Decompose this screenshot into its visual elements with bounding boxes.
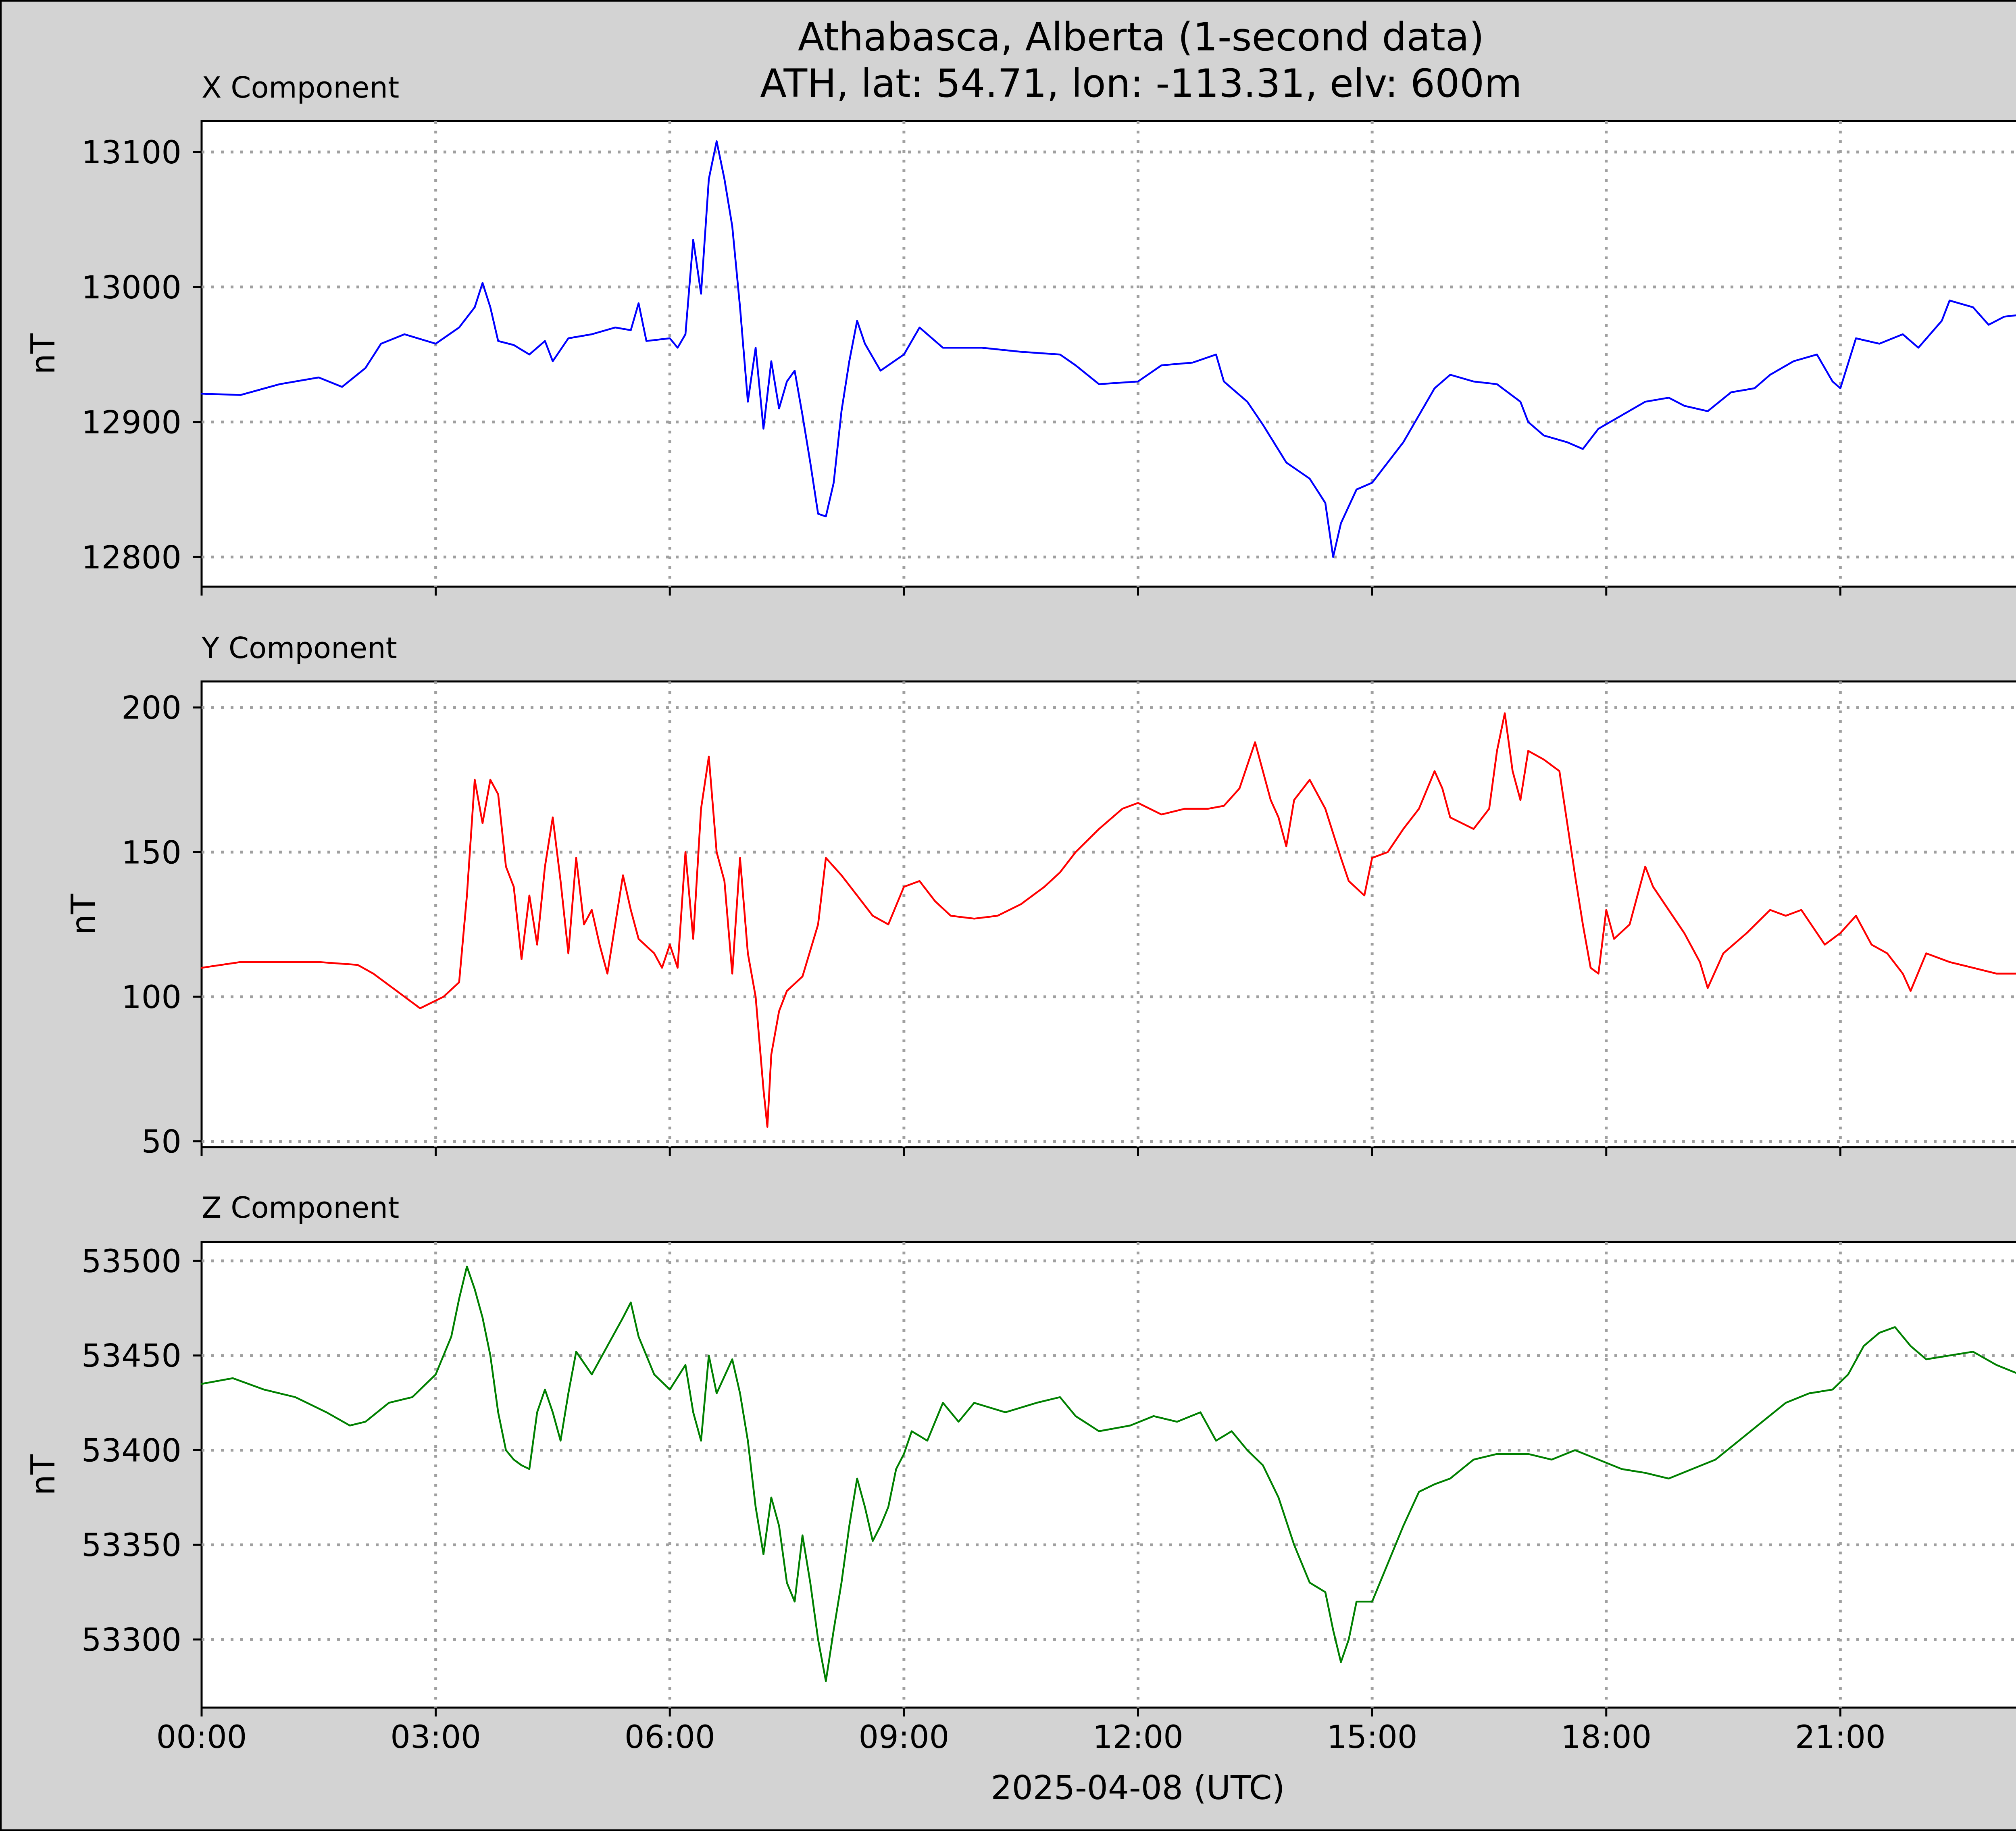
- y-axis-label: nT: [24, 333, 62, 375]
- x-axis-label: 2025-04-08 (UTC): [991, 1769, 1285, 1807]
- plot-area: [200, 1241, 2016, 1709]
- x-tick-label: 12:00: [1093, 1719, 1183, 1756]
- y-axis: 53300 53350 53400 53450 53500: [81, 1244, 202, 1658]
- chart-subtitle: ATH, lat: 54.71, lon: -113.31, elv: 600m: [760, 61, 1522, 106]
- panel-z-component: Z Component 53300 53350 53400 53450 53500 00…: [24, 1191, 2016, 1756]
- y-tick-label: 53500: [81, 1244, 181, 1280]
- panel-y-component: Y Component 50 100 150 200 nT: [65, 631, 2016, 1160]
- gridlines: [202, 1242, 2016, 1708]
- x-tick-label: 06:00: [625, 1719, 715, 1756]
- x-tick-label: 21:00: [1795, 1719, 1886, 1756]
- panel-title: X Component: [202, 71, 399, 104]
- gridlines: [202, 121, 2016, 587]
- series-line-x-component: [200, 140, 2016, 558]
- panel-title: Z Component: [202, 1191, 399, 1225]
- plot-area: [200, 680, 2016, 1148]
- y-tick-label: 12900: [81, 405, 181, 441]
- x-axis: 00:00 03:00 06:00 09:00 12:00 15:00 18:00 21:00: [156, 1708, 1886, 1756]
- y-tick-label: 150: [121, 835, 181, 871]
- plot-area: [200, 120, 2016, 588]
- panel-x-component: X Component 12800 12900 13000 13100 nT: [24, 71, 2016, 596]
- y-axis-label: nT: [24, 1454, 62, 1496]
- x-tick-label: 00:00: [156, 1719, 247, 1756]
- series-line-y-component: [200, 712, 2016, 1128]
- y-tick-label: 53400: [81, 1433, 181, 1469]
- gridlines: [202, 681, 2016, 1147]
- x-tick-label: 09:00: [858, 1719, 949, 1756]
- x-tick-label: 03:00: [390, 1719, 481, 1756]
- y-tick-label: 200: [121, 690, 181, 727]
- y-tick-label: 50: [142, 1124, 181, 1160]
- x-axis: [200, 587, 1841, 596]
- y-tick-label: 53350: [81, 1527, 181, 1564]
- y-axis: 12800 12900 13000 13100: [81, 135, 202, 576]
- chart-title: Athabasca, Alberta (1-second data): [798, 15, 1484, 60]
- y-tick-label: 13000: [81, 270, 181, 306]
- x-tick-label: 15:00: [1327, 1719, 1418, 1756]
- series-line-z-component: [200, 1265, 2016, 1682]
- y-tick-label: 53450: [81, 1338, 181, 1375]
- x-tick-label: 18:00: [1561, 1719, 1652, 1756]
- y-tick-label: 100: [121, 979, 181, 1016]
- y-axis-label: nT: [65, 894, 103, 935]
- y-tick-label: 12800: [81, 540, 181, 576]
- y-tick-label: 53300: [81, 1622, 181, 1658]
- x-axis: [200, 1147, 1841, 1156]
- y-axis: 50 100 150 200: [121, 690, 202, 1160]
- panel-title: Y Component: [201, 631, 397, 665]
- y-tick-label: 13100: [81, 135, 181, 171]
